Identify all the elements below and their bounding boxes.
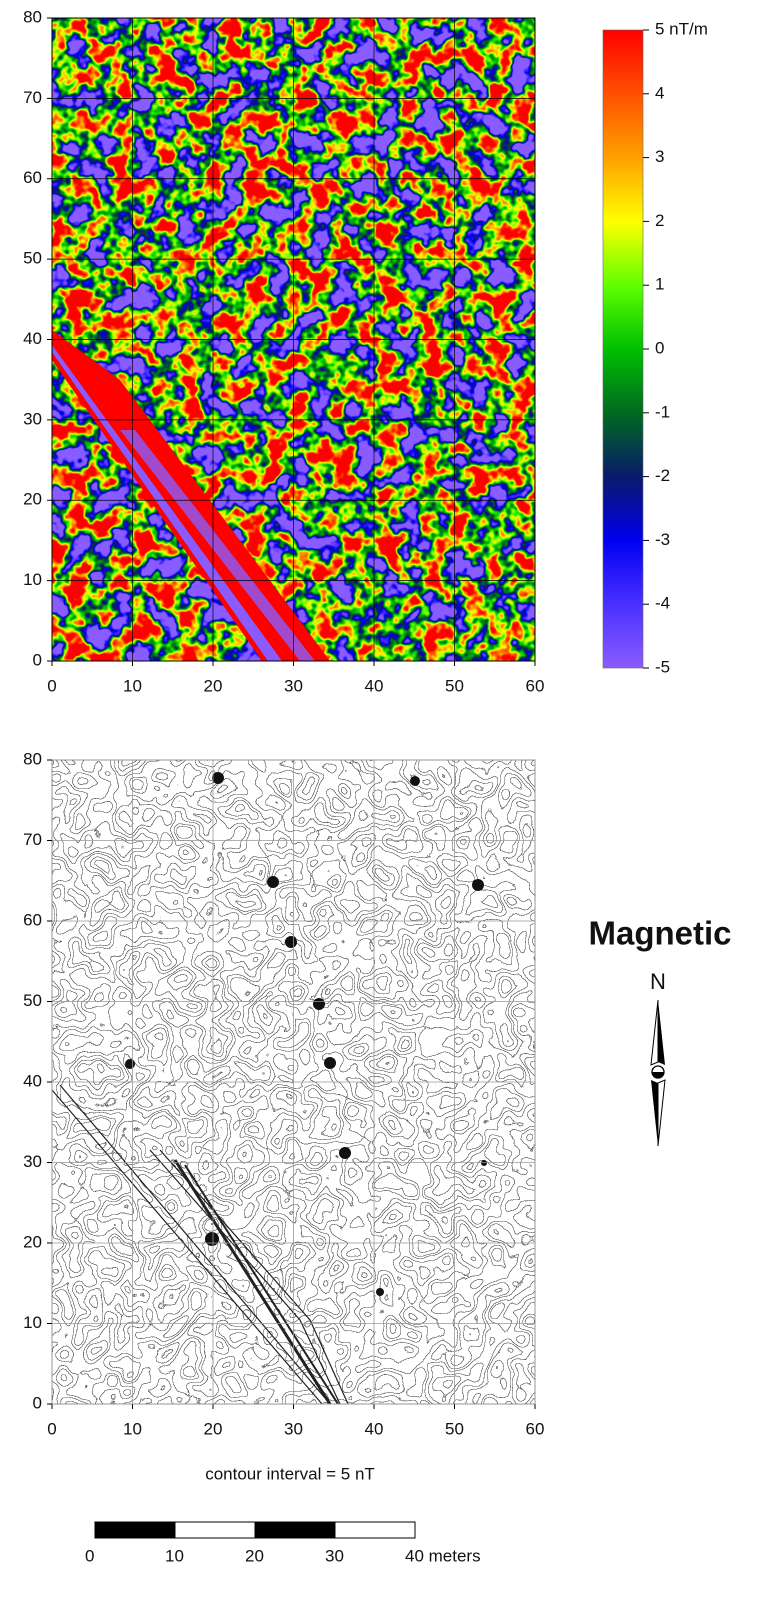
scale-segment — [334, 1521, 416, 1539]
x-tick-label: 20 — [204, 676, 223, 695]
y-tick-label: 0 — [33, 1393, 42, 1412]
y-tick-label: 40 — [23, 1071, 42, 1090]
y-tick-label: 60 — [23, 910, 42, 929]
x-tick-label: 0 — [47, 1419, 56, 1438]
map-title: Magnetic — [588, 915, 731, 952]
y-tick-label: 50 — [23, 249, 42, 268]
annotation: contour interval = 5 nT — [205, 1464, 375, 1483]
y-tick-label: 80 — [23, 749, 42, 768]
x-tick-label: 50 — [445, 676, 464, 695]
x-tick-label: 20 — [204, 1419, 223, 1438]
x-tick-label: 50 — [445, 1419, 464, 1438]
colorbar-tick-label: 3 — [655, 147, 664, 166]
y-tick-label: 80 — [23, 7, 42, 26]
y-tick-label: 40 — [23, 329, 42, 348]
scale-segment — [94, 1521, 176, 1539]
scale-label: 30 — [325, 1546, 344, 1565]
colorbar-tick-label: -5 — [655, 657, 670, 676]
colorbar-tick-label: 4 — [655, 83, 664, 102]
scale-label: 0 — [85, 1546, 94, 1565]
y-tick-label: 20 — [23, 490, 42, 509]
x-tick-label: 60 — [526, 676, 545, 695]
scale-label: 20 — [245, 1546, 264, 1565]
scale-label: 10 — [165, 1546, 184, 1565]
anomaly-band — [52, 345, 282, 661]
colorbar-tick-label: -3 — [655, 530, 670, 549]
colorbar-tick-label: 1 — [655, 275, 664, 294]
x-tick-label: 30 — [284, 1419, 303, 1438]
y-tick-label: 50 — [23, 991, 42, 1010]
x-tick-label: 10 — [123, 1419, 142, 1438]
colorbar-tick-label: -1 — [655, 402, 670, 421]
y-tick-label: 20 — [23, 1232, 42, 1251]
x-tick-label: 40 — [365, 1419, 384, 1438]
y-tick-label: 30 — [23, 1152, 42, 1171]
colorbar-tick-label: 2 — [655, 211, 664, 230]
x-tick-label: 40 — [365, 676, 384, 695]
y-tick-label: 30 — [23, 409, 42, 428]
anomaly-band — [120, 430, 315, 661]
scale-segment — [254, 1521, 336, 1539]
y-tick-label: 70 — [23, 830, 42, 849]
x-tick-label: 60 — [526, 1419, 545, 1438]
y-tick-label: 10 — [23, 570, 42, 589]
colorbar-tick-label: -2 — [655, 466, 670, 485]
y-tick-label: 0 — [33, 650, 42, 669]
y-tick-label: 60 — [23, 168, 42, 187]
scale-segment — [174, 1521, 256, 1539]
colorbar-tick-label: -4 — [655, 594, 670, 613]
anomaly-band — [52, 330, 330, 661]
north-arrow — [650, 999, 666, 1147]
x-tick-label: 30 — [284, 676, 303, 695]
y-tick-label: 70 — [23, 88, 42, 107]
y-tick-label: 10 — [23, 1313, 42, 1332]
x-tick-label: 0 — [47, 676, 56, 695]
north-label: N — [650, 969, 666, 994]
colorbar-tick-label: 0 — [655, 338, 664, 357]
colorbar-tick-label: 5 nT/m — [655, 19, 708, 38]
contour-band — [52, 1084, 349, 1404]
scale-label: 40 meters — [405, 1546, 481, 1565]
colorbar — [602, 29, 644, 669]
x-tick-label: 10 — [123, 676, 142, 695]
